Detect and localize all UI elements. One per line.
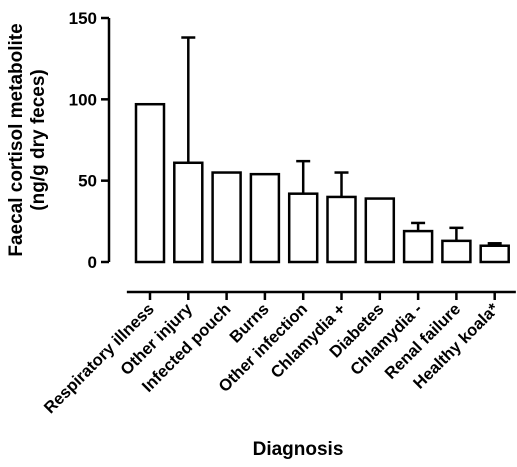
y-axis-title-line-2: (ng/g dry feces) xyxy=(28,69,49,210)
bar xyxy=(364,197,396,264)
bar xyxy=(326,195,357,264)
bars xyxy=(134,102,510,264)
bar xyxy=(479,244,510,264)
x-axis-title: Diagnosis xyxy=(253,439,344,460)
y-axis-title: Faecal cortisol metabolite (ng/g dry fec… xyxy=(6,23,49,256)
bar xyxy=(173,161,204,264)
y-tick-label: 150 xyxy=(69,9,97,28)
x-axis-ticks xyxy=(148,292,496,300)
y-axis-title-line-1: Faecal cortisol metabolite xyxy=(6,23,27,256)
error-bars xyxy=(181,36,502,246)
y-tick-label: 0 xyxy=(88,253,97,272)
bar xyxy=(134,102,166,264)
bar xyxy=(402,229,434,264)
y-tick-label: 100 xyxy=(69,90,97,109)
bar xyxy=(287,192,319,264)
bar xyxy=(441,239,472,264)
y-tick-label: 50 xyxy=(78,172,97,191)
bar xyxy=(211,171,242,264)
y-axis-ticks: 0 50 100 150 xyxy=(69,9,109,272)
bar xyxy=(249,172,281,264)
